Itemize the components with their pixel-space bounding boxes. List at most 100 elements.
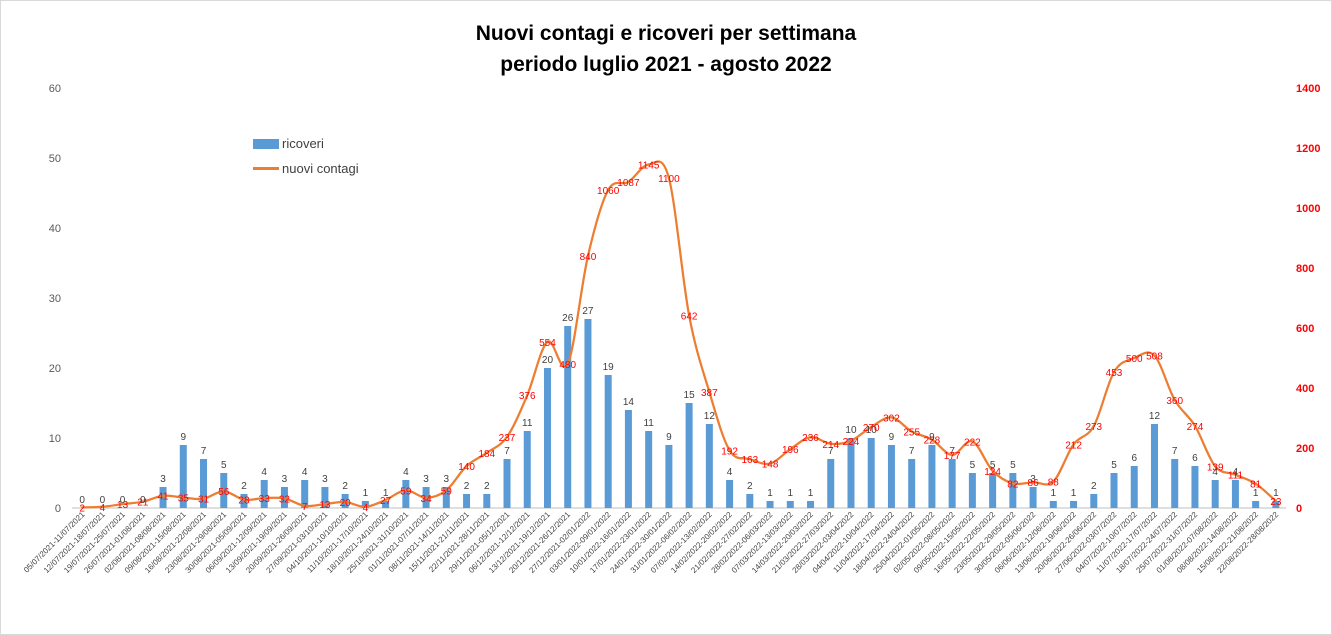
line-point [404,489,408,492]
y-right-tick-label: 1000 [1296,203,1320,215]
line-point [202,497,205,500]
line-value-label: 212 [1065,440,1082,451]
line-value-label: 237 [499,433,516,444]
line-value-label: 222 [964,437,981,448]
line-value-label: 140 [458,462,475,473]
line-point [303,504,306,508]
legend-item-nuovi-contagi: nuovi contagi [253,156,359,181]
line-point [364,505,367,508]
line-point [566,362,569,366]
line-point [606,188,610,192]
line-value-label: 1100 [658,174,680,185]
line-value-label: 34 [421,494,433,505]
line-point [141,500,145,503]
bar-value-label: 12 [1149,411,1161,422]
line-point [182,496,185,499]
bar-value-label: 4 [1212,467,1218,478]
bar-value-label: 7 [504,446,510,457]
bar [705,424,713,508]
bar [1070,501,1078,508]
line-point [1193,424,1197,427]
line-value-label: 500 [1126,354,1143,365]
y-left-tick-label: 30 [49,293,61,305]
line-value-label: 1087 [617,178,640,189]
line-value-label: 274 [1187,422,1204,433]
line-point [1092,424,1095,428]
bar-value-label: 1 [383,488,389,499]
line-point [80,506,84,509]
bar [786,501,794,508]
bar [361,501,369,508]
bar [766,501,774,508]
legend-item-ricoveri: ricoveri [253,131,359,156]
line-value-label: 59 [441,486,453,497]
line-value-label: 224 [843,437,860,448]
line-point [971,440,974,443]
line-point [647,163,650,166]
line-point [991,469,994,472]
bar [1090,494,1098,508]
line-point [768,462,772,465]
line-value-label: 228 [924,436,941,447]
line-point [687,314,691,317]
bar [503,459,511,508]
y-left-tick-label: 0 [55,503,61,515]
bar-value-label: 0 [120,495,126,506]
y-right-tick-label: 400 [1296,383,1314,395]
line-point [930,438,934,441]
bar [1211,480,1219,508]
bar-value-label: 7 [1172,446,1178,457]
bar-value-label: 0 [140,495,146,506]
chart-title-line-2: periodo luglio 2021 - agosto 2022 [500,53,832,76]
line-point [910,430,913,433]
bar [1130,466,1138,508]
line-point [465,464,468,468]
bar [1191,466,1199,508]
bar [200,459,208,508]
line-point [1052,480,1055,483]
line-point [1274,499,1278,503]
bar [807,501,815,508]
line-point [283,497,286,500]
bar [301,480,309,508]
bar [1049,501,1057,508]
bar [523,431,531,508]
line-value-label: 81 [1250,480,1262,491]
line-point [950,453,954,457]
bar [665,445,673,508]
bar [179,445,187,508]
line-value-label: 32 [279,494,291,505]
bar [746,494,754,508]
bar-value-label: 4 [403,467,409,478]
line-point [586,254,590,258]
line-point [546,340,549,343]
bar [685,403,693,508]
bar [240,494,248,508]
line-point [748,457,752,461]
line-point [161,494,165,497]
line-point [384,498,387,502]
line-value-label: 31 [198,495,210,506]
line-point [708,390,711,394]
bar [726,480,734,508]
y-right-tick-label: 200 [1296,443,1314,455]
line-point [242,498,246,501]
line-value-label: 27 [380,496,392,507]
bar-value-label: 3 [423,474,429,485]
line-point [1173,398,1176,402]
bar-value-label: 2 [1091,481,1097,492]
line-value-label: 255 [903,428,920,439]
line-value-label: 642 [681,311,698,322]
line-value-label: 88 [1048,478,1060,489]
bar-value-label: 10 [866,425,878,436]
bar [624,410,632,508]
line-value-label: 139 [1207,462,1224,473]
line-point [526,394,529,397]
y-right-tick-label: 600 [1296,323,1314,335]
line-point [1213,465,1217,468]
bar-value-label: 1 [1253,488,1259,499]
line-value-label: 1060 [597,186,620,197]
bar-value-label: 1 [808,488,814,499]
bar-value-label: 0 [79,495,85,506]
